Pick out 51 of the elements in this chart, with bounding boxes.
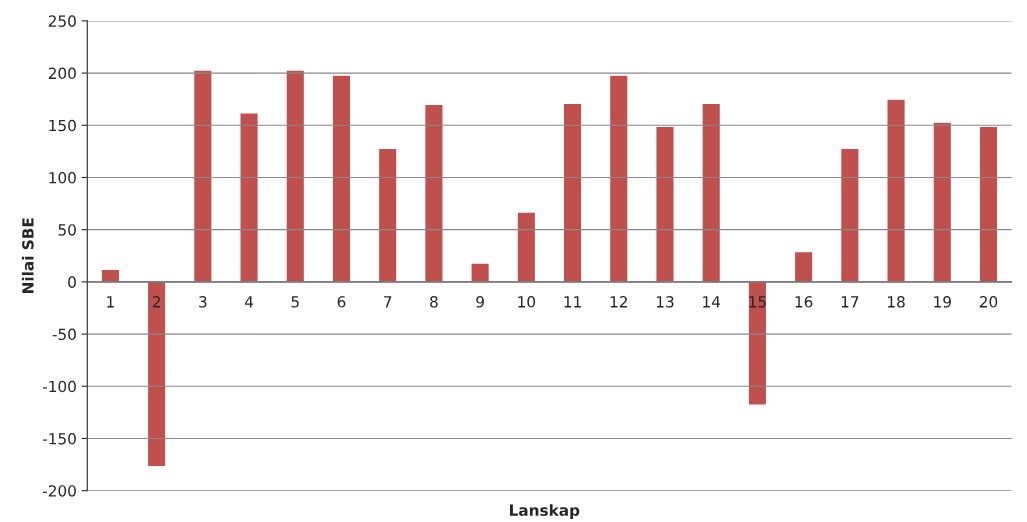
bar: [793, 250, 814, 283]
y-tick-label: 50: [58, 224, 76, 236]
x-tick-label: 8: [430, 296, 438, 308]
bar: [932, 121, 953, 283]
x-tick-label: 16: [795, 296, 813, 308]
x-tick-label: 13: [656, 296, 674, 308]
x-tick-label: 10: [518, 296, 536, 308]
x-tick-label: 20: [979, 296, 998, 308]
x-tick-label: 5: [291, 296, 299, 308]
y-tick-label: 0: [68, 276, 76, 288]
bar: [608, 74, 629, 283]
x-tick-label: 12: [610, 296, 627, 308]
bar: [192, 69, 213, 283]
bar: [146, 281, 167, 468]
bar: [377, 147, 398, 283]
x-tick-label: 17: [841, 296, 859, 308]
bar: [839, 147, 860, 283]
x-tick-label: 11: [564, 296, 581, 308]
bar: [470, 262, 491, 283]
x-tick-label: 14: [703, 296, 721, 308]
y-tick-label: -150: [42, 432, 76, 445]
x-tick-label: 18: [888, 296, 905, 308]
bar: [562, 102, 583, 283]
x-tick-label: 1: [107, 296, 114, 308]
x-tick-label: 19: [934, 296, 951, 308]
y-axis-title: Nilai SBE: [21, 218, 34, 293]
y-tick-label: 100: [49, 171, 76, 184]
y-tick-label: -50: [52, 328, 76, 341]
bar: [886, 98, 906, 283]
x-axis-title: Lanskap: [510, 504, 580, 519]
x-tick-label: 2: [152, 296, 160, 308]
x-tick-label: 3: [199, 296, 207, 308]
bar: [423, 103, 444, 283]
x-tick-label: 4: [244, 296, 254, 308]
bar: [331, 74, 352, 283]
bar: [285, 69, 306, 283]
x-tick-label: 9: [476, 296, 484, 308]
x-tick-label: 15: [749, 296, 766, 308]
x-tick-label: 7: [384, 296, 392, 308]
y-tick-label: -100: [42, 380, 76, 393]
bar: [516, 211, 537, 283]
y-tick-label: 200: [48, 67, 76, 80]
bar: [239, 112, 259, 283]
y-tick-label: 150: [49, 119, 76, 132]
bar: [747, 281, 768, 406]
y-tick-label: -200: [42, 485, 76, 497]
y-tick-label: 250: [48, 15, 76, 27]
bar: [701, 102, 722, 283]
x-tick-label: 6: [337, 296, 346, 308]
bar: [978, 125, 999, 283]
bar: [655, 125, 675, 283]
